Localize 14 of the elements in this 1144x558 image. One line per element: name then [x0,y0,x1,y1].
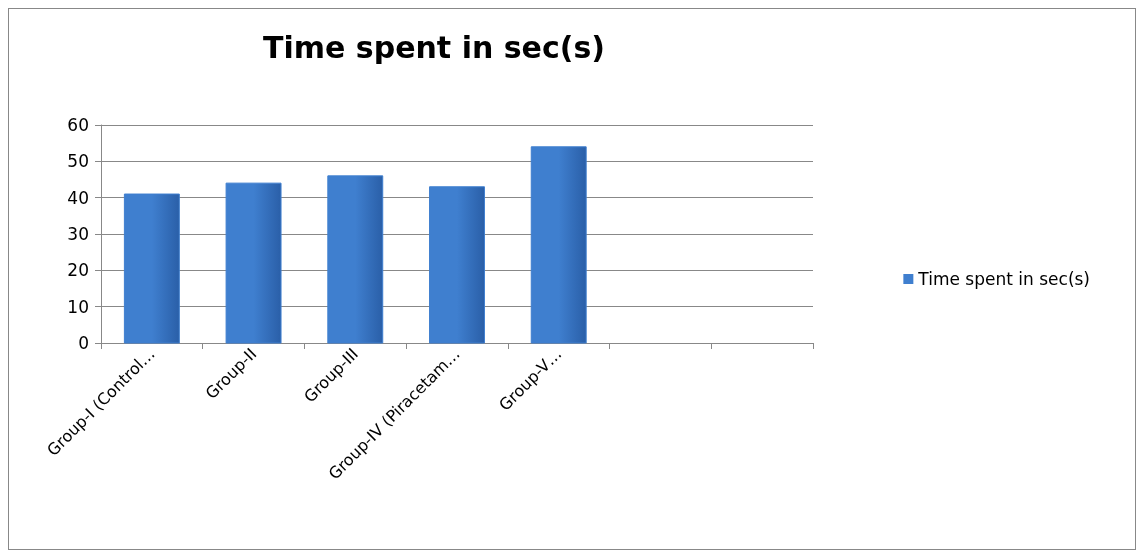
legend-label: Time spent in sec(s) [917,269,1091,289]
bar [530,146,587,344]
y-tick-label: 40 [67,187,89,208]
y-tick-label: 30 [67,224,89,244]
y-tick-label: 20 [67,260,89,281]
bar [123,193,180,344]
chart-title: Time spent in sec(s) [263,29,605,65]
y-tick-label: 50 [67,151,89,172]
bar [429,186,485,344]
y-tick-label: 10 [67,296,89,317]
y-tick-label: 60 [67,115,89,135]
bar [225,182,282,344]
y-tick-label: 0 [78,333,89,353]
bar [327,175,384,344]
